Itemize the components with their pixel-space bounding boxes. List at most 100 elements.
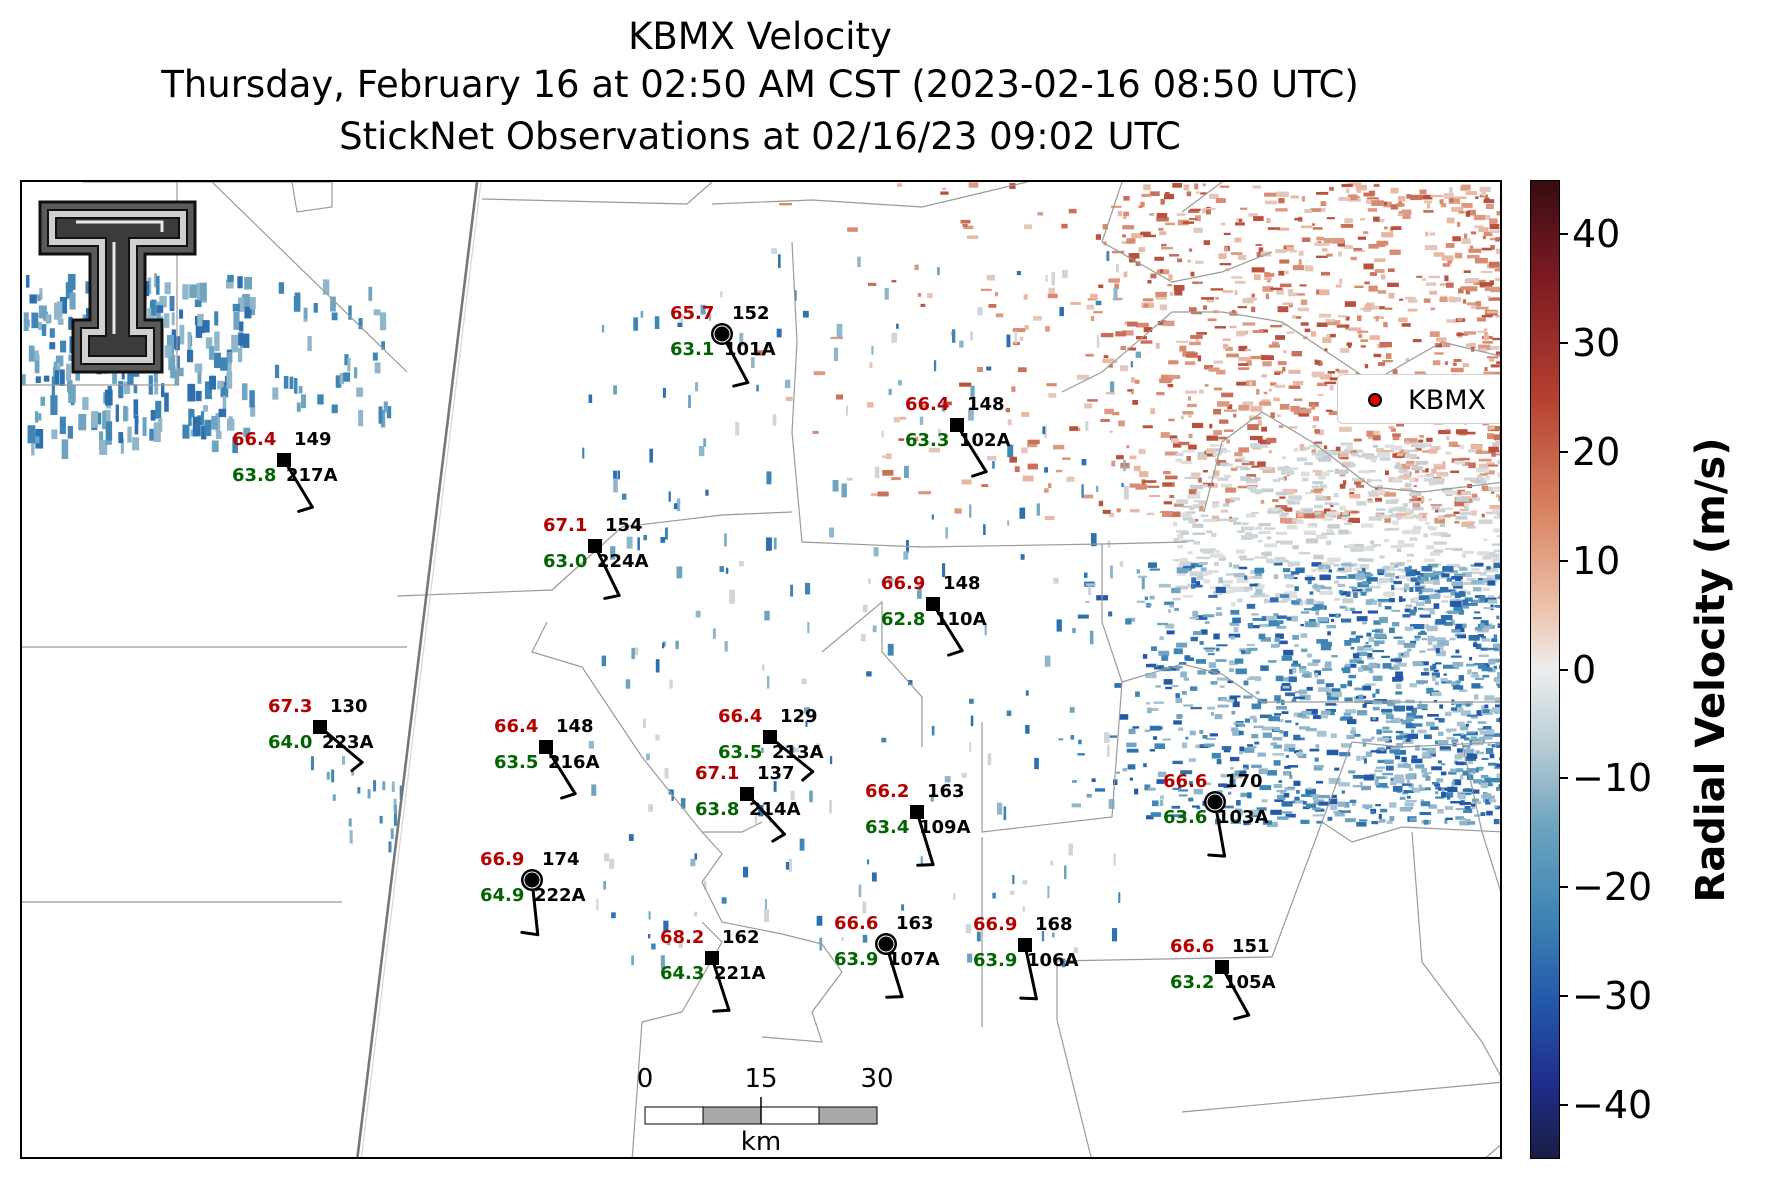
station-marker <box>277 453 291 467</box>
colorbar-tick-mark <box>1560 233 1568 236</box>
station-dewpoint: 62.8 <box>881 609 926 630</box>
station-dewpoint: 63.8 <box>232 465 277 486</box>
velocity-echoes <box>22 182 1500 969</box>
station-temperature: 67.3 <box>268 696 313 717</box>
wind-barb-flag <box>712 1008 731 1013</box>
station-marker <box>926 597 940 611</box>
station-dewpoint: 63.5 <box>494 752 539 773</box>
station-id: 224A <box>597 551 649 572</box>
station-marker <box>313 720 327 734</box>
station-dewpoint: 64.3 <box>660 963 705 984</box>
station-temperature: 66.6 <box>1163 771 1208 792</box>
station-id: 214A <box>749 799 801 820</box>
scalebar-seg-4 <box>818 1106 878 1125</box>
colorbar-tick-mark <box>1560 886 1568 889</box>
station-temperature: 66.9 <box>881 573 926 594</box>
scalebar-label-30: 30 <box>860 1064 894 1094</box>
wind-barb-flag <box>1233 1013 1251 1021</box>
radar-map[interactable]: KBMX 0 15 30 km 65.7 152 63.1 101A 66.4 148 63… <box>20 180 1502 1159</box>
station-temperature: 66.9 <box>973 914 1018 935</box>
colorbar-tick-mark <box>1560 342 1568 345</box>
wind-barb-shaft <box>1023 943 1038 1001</box>
county-borders <box>22 182 1500 1157</box>
title-line-3: StickNet Observations at 02/16/23 09:02 … <box>339 115 1181 158</box>
radar-site-marker-icon <box>1368 393 1382 407</box>
station-id: 107A <box>888 949 940 970</box>
station-wind-direction: 129 <box>780 706 818 727</box>
wind-barb-shaft <box>318 725 364 764</box>
station-dewpoint: 64.0 <box>268 732 313 753</box>
colorbar-title: Radial Velocity (m/s) <box>1688 437 1734 903</box>
wind-barb-shaft <box>915 810 935 867</box>
station-temperature: 66.9 <box>480 849 525 870</box>
station-dewpoint: 63.1 <box>670 339 715 360</box>
scalebar-seg-2 <box>702 1106 762 1125</box>
wind-barb-flag <box>1019 996 1038 1001</box>
station-temperature: 66.4 <box>232 429 277 450</box>
station-dewpoint: 63.8 <box>695 799 740 820</box>
station-id: 221A <box>714 963 766 984</box>
station-temperature: 65.7 <box>670 303 715 324</box>
station-id: 109A <box>919 817 971 838</box>
scalebar-unit: km <box>740 1127 782 1157</box>
texas-tech-double-t-logo <box>38 200 197 374</box>
station-id: 216A <box>548 752 600 773</box>
wind-barb-flag <box>801 770 815 782</box>
colorbar-tick-mark <box>1560 559 1568 562</box>
colorbar-tick-mark <box>1560 994 1568 997</box>
calm-station-ring <box>713 325 731 343</box>
station-marker <box>539 740 553 754</box>
station-dewpoint: 63.9 <box>834 949 879 970</box>
station-temperature: 66.6 <box>1170 936 1215 957</box>
station-id: 213A <box>772 742 824 763</box>
colorbar-tick-label: 30 <box>1572 321 1621 366</box>
station-marker <box>950 418 964 432</box>
wind-barb-shaft <box>593 544 621 597</box>
wind-barb-flag <box>520 930 540 937</box>
wind-barb-flag <box>1207 853 1227 858</box>
station-wind-direction: 137 <box>757 763 795 784</box>
station-temperature: 68.2 <box>660 927 705 948</box>
station-wind-direction: 168 <box>1035 914 1073 935</box>
station-id: 217A <box>286 465 338 486</box>
wind-barb-flag <box>971 470 988 478</box>
station-wind-direction: 162 <box>722 927 760 948</box>
wind-barb-shaft <box>1220 965 1251 1017</box>
wind-barb-flag <box>603 593 621 600</box>
station-wind-direction: 163 <box>896 913 934 934</box>
scalebar-seg-1 <box>644 1106 704 1125</box>
wind-barb-flag <box>297 505 314 513</box>
colorbar-tick-mark <box>1560 777 1568 780</box>
wind-barb-flag <box>732 381 750 388</box>
colorbar-tick-label: −20 <box>1572 865 1653 910</box>
colorbar-tick-label: −40 <box>1572 1082 1653 1127</box>
station-dewpoint: 63.4 <box>865 817 910 838</box>
station-marker <box>588 539 602 553</box>
colorbar-tick-label: 10 <box>1572 538 1621 583</box>
station-wind-direction: 148 <box>556 716 594 737</box>
station-id: 106A <box>1027 950 1079 971</box>
wind-barb-shaft <box>282 458 314 509</box>
station-temperature: 66.4 <box>718 706 763 727</box>
title-line-2: Thursday, February 16 at 02:50 AM CST (2… <box>161 63 1359 106</box>
colorbar-tick-label: 0 <box>1572 647 1597 692</box>
scalebar-seg-3 <box>760 1106 820 1125</box>
wind-barb-shaft <box>768 735 815 774</box>
station-marker <box>705 951 719 965</box>
calm-station-ring <box>523 871 541 889</box>
colorbar-tick-label: 20 <box>1572 429 1621 474</box>
wind-barb-flag <box>771 832 787 843</box>
station-wind-direction: 170 <box>1225 771 1263 792</box>
station-temperature: 67.1 <box>695 763 740 784</box>
station-wind-direction: 152 <box>732 303 770 324</box>
station-wind-direction: 148 <box>967 394 1005 415</box>
wind-barb-shaft <box>544 745 577 796</box>
map-legend: KBMX <box>1337 374 1500 424</box>
velocity-colorbar <box>1530 180 1560 1159</box>
station-id: 102A <box>959 430 1011 451</box>
scalebar-label-0: 0 <box>636 1064 654 1094</box>
station-temperature: 67.1 <box>543 515 588 536</box>
map-canvas <box>22 182 1500 1157</box>
colorbar-tick-mark <box>1560 1103 1568 1106</box>
wind-barb-flag <box>885 995 904 999</box>
